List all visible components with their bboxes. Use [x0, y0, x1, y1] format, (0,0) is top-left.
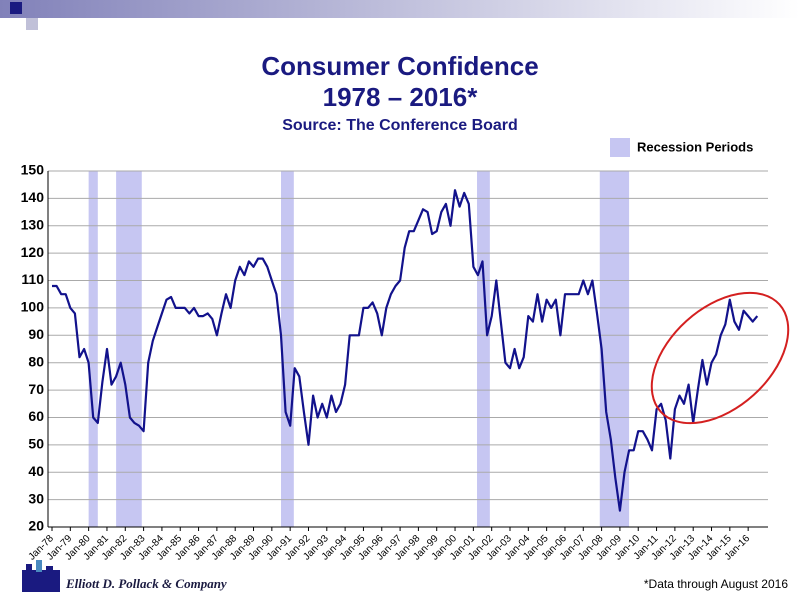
decor — [10, 2, 22, 14]
y-tick-label: 40 — [28, 463, 44, 479]
logo — [22, 560, 60, 592]
source: Source: The Conference Board — [282, 117, 518, 134]
recession-band — [116, 171, 142, 527]
y-tick-label: 80 — [28, 353, 44, 369]
y-tick-label: 130 — [21, 216, 45, 232]
decor — [26, 18, 38, 30]
y-tick-label: 140 — [21, 189, 45, 205]
y-tick-label: 100 — [21, 299, 45, 315]
legend-swatch — [610, 138, 630, 157]
y-tick-label: 20 — [28, 518, 44, 534]
chart-subtitle: 1978 – 2016* — [323, 82, 479, 112]
y-tick-label: 50 — [28, 436, 44, 452]
y-tick-label: 90 — [28, 326, 44, 342]
recession-band — [281, 171, 294, 527]
y-tick-label: 70 — [28, 381, 44, 397]
recession-band — [88, 171, 98, 527]
y-tick-label: 120 — [21, 244, 45, 260]
legend-label: Recession Periods — [637, 139, 753, 154]
data-line — [52, 189, 759, 512]
chart-title: Consumer Confidence — [261, 51, 538, 81]
y-tick-label: 30 — [28, 490, 44, 506]
company: Elliott D. Pollack & Company — [65, 576, 227, 591]
header-band — [0, 0, 800, 18]
recession-band — [477, 171, 490, 527]
highlight-ellipse — [650, 291, 790, 425]
footnote: *Data through August 2016 — [644, 577, 788, 591]
y-tick-label: 60 — [28, 408, 44, 424]
y-tick-label: 110 — [21, 271, 44, 287]
y-tick-label: 150 — [21, 162, 45, 178]
